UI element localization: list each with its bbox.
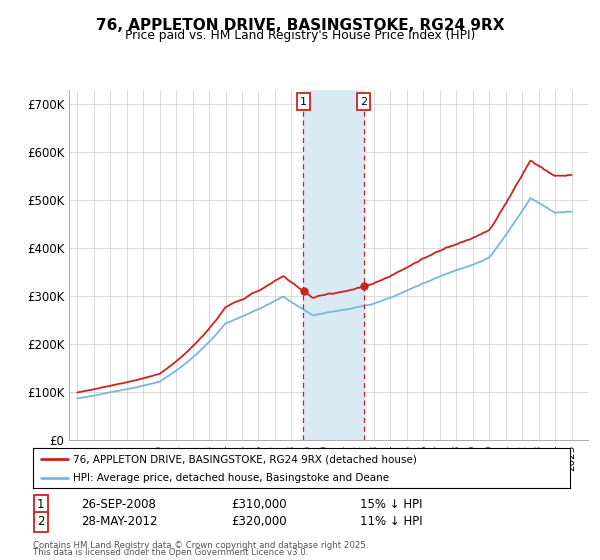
Text: Price paid vs. HM Land Registry's House Price Index (HPI): Price paid vs. HM Land Registry's House … [125, 29, 475, 42]
Bar [304, 90, 364, 440]
Text: This data is licensed under the Open Government Licence v3.0.: This data is licensed under the Open Gov… [33, 548, 308, 557]
Text: 11% ↓ HPI: 11% ↓ HPI [360, 515, 422, 529]
Text: 1: 1 [37, 498, 44, 511]
Text: 2: 2 [360, 96, 367, 106]
Text: 76, APPLETON DRIVE, BASINGSTOKE, RG24 9RX (detached house): 76, APPLETON DRIVE, BASINGSTOKE, RG24 9R… [73, 454, 417, 464]
Text: £320,000: £320,000 [231, 515, 287, 529]
Text: 26-SEP-2008: 26-SEP-2008 [81, 498, 156, 511]
Text: Contains HM Land Registry data © Crown copyright and database right 2025.: Contains HM Land Registry data © Crown c… [33, 541, 368, 550]
Text: 2: 2 [37, 515, 44, 529]
Text: £310,000: £310,000 [231, 498, 287, 511]
Text: 1: 1 [300, 96, 307, 106]
Text: 28-MAY-2012: 28-MAY-2012 [81, 515, 157, 529]
Text: HPI: Average price, detached house, Basingstoke and Deane: HPI: Average price, detached house, Basi… [73, 473, 389, 483]
Text: 15% ↓ HPI: 15% ↓ HPI [360, 498, 422, 511]
Text: 76, APPLETON DRIVE, BASINGSTOKE, RG24 9RX: 76, APPLETON DRIVE, BASINGSTOKE, RG24 9R… [96, 18, 504, 34]
